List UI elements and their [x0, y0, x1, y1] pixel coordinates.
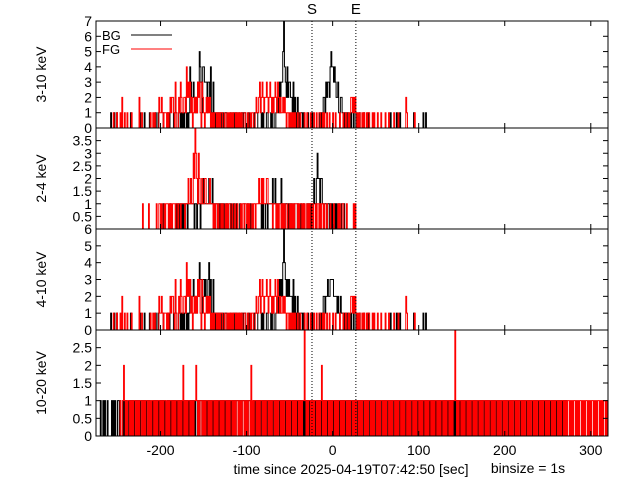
y-tick-label-2-3: 2	[84, 171, 92, 187]
legend-label-bg: BG	[102, 28, 121, 43]
series-fg-panel-1	[96, 66, 480, 129]
legend-label-fg: FG	[102, 42, 120, 57]
y-tick-label-1-1: 1	[84, 105, 92, 121]
y-tick-label-1-2: 2	[84, 89, 92, 105]
y-tick-label-2-5: 3	[84, 145, 92, 161]
x-tick-label-0: -200	[147, 442, 175, 458]
y-tick-label-4-1: 0.5	[73, 410, 93, 426]
y-tick-label-3-4: 4	[84, 255, 92, 271]
event-markers: S E	[307, 1, 361, 436]
x-tick-label-1: -100	[233, 442, 261, 458]
y-tick-label-1-6: 6	[84, 28, 92, 44]
y-tick-label-3-6: 6	[84, 221, 92, 237]
legend: BG FG	[102, 28, 172, 57]
y-tick-label-1-4: 4	[84, 59, 92, 75]
binsize-annotation: binsize = 1s	[491, 460, 565, 476]
y-tick-label-3-1: 1	[84, 305, 92, 321]
marker-label-end: E	[351, 1, 361, 18]
x-tick-label-3: 100	[407, 442, 431, 458]
y-tick-label-4-2: 1	[84, 393, 92, 409]
y-tick-label-4-0: 0	[84, 428, 92, 444]
x-axis-label: time since 2025-04-19T07:42:50 [sec]	[233, 461, 468, 477]
y-tick-label-4-3: 1.5	[73, 375, 93, 391]
y-tick-label-1-3: 3	[84, 74, 92, 90]
x-tick-label-2: 0	[329, 442, 337, 458]
y-tick-label-2-2: 1.5	[73, 183, 93, 199]
y-tick-label-1-0: 0	[84, 120, 92, 136]
y-tick-label-2-4: 2.5	[73, 158, 93, 174]
y-tick-label-3-2: 2	[84, 288, 92, 304]
marker-label-start: S	[307, 1, 317, 18]
y-tick-label-3-5: 5	[84, 238, 92, 254]
x-axis: -200 -100 0 100 200 300	[147, 442, 603, 458]
y-tick-label-4-5: 2.5	[73, 340, 93, 356]
y-tick-label-3-0: 0	[84, 322, 92, 338]
x-tick-label-4: 200	[493, 442, 517, 458]
y-axis-label-4: 10-20 keV	[33, 350, 49, 414]
y-tick-label-1-7: 7	[84, 13, 92, 29]
y-axis-label-3: 4-10 keV	[33, 251, 49, 308]
y-tick-label-2-6: 3.5	[73, 133, 93, 149]
y-axis-label-2: 2-4 keV	[33, 154, 49, 203]
y-tick-label-4-4: 2	[84, 357, 92, 373]
panel-4: 0 0.51 1.5 22.5 10-20 keV	[33, 329, 609, 444]
series-fg-panel-3	[96, 262, 480, 331]
y-tick-label-2-0: 0.5	[73, 208, 93, 224]
y-axis-label-1: 3-10 keV	[33, 46, 49, 103]
x-tick-label-5: 300	[579, 442, 603, 458]
y-tick-label-1-5: 5	[84, 44, 92, 60]
y-tick-label-2-1: 1	[84, 196, 92, 212]
y-tick-label-3-3: 3	[84, 272, 92, 288]
